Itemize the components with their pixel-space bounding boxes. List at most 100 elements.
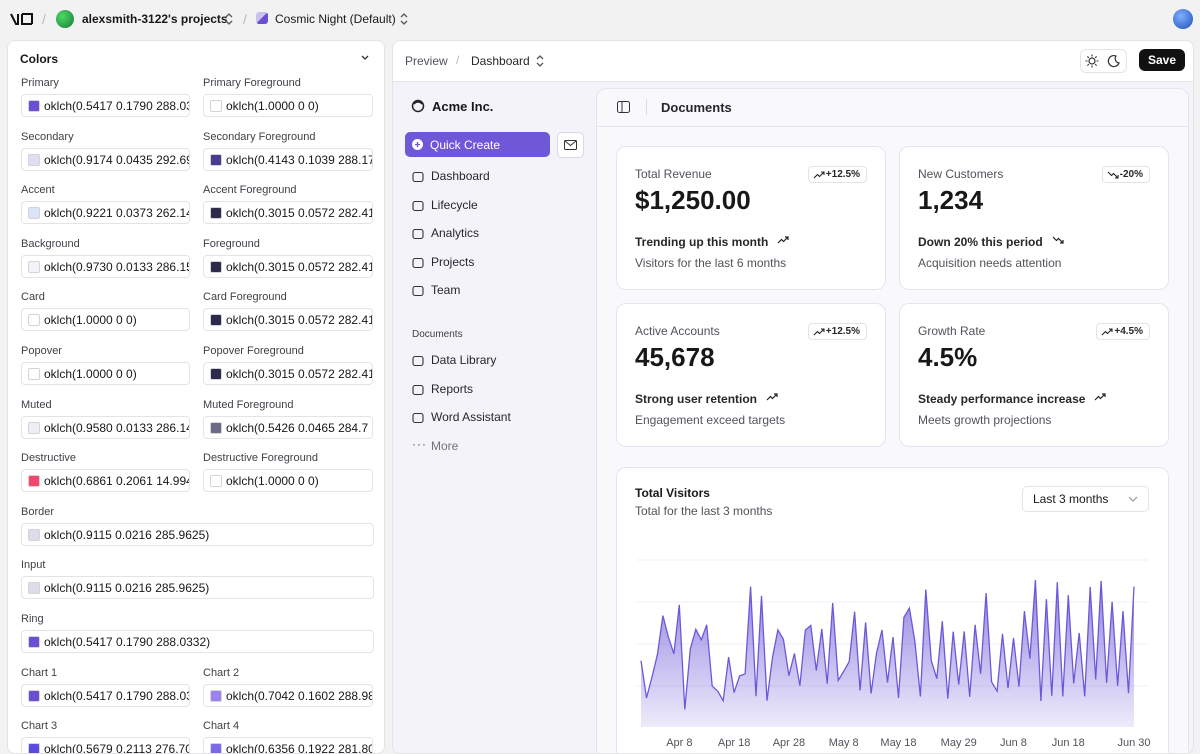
color-input[interactable]: oklch(1.0000 0 0) [203,469,373,493]
range-select[interactable]: Last 3 months [1022,486,1149,512]
quick-create[interactable]: Quick Create [405,132,550,157]
color-swatch [210,153,222,166]
nav-item[interactable]: Lifecycle [431,197,478,212]
nav-icon [412,228,424,240]
color-swatch [210,207,222,220]
color-swatch [28,100,40,112]
chart-subtitle: Total for the last 3 months [635,504,773,518]
stat-headline: Down 20% this period [918,235,1043,249]
x-tick-label: Apr 28 [773,737,805,749]
color-input[interactable]: oklch(0.9730 0.0133 286.15 [21,254,190,278]
trend-up-icon [1094,393,1106,401]
color-input[interactable]: oklch(0.5417 0.1790 288.0332) [21,94,190,117]
nav-item[interactable]: Analytics [431,226,480,240]
logo[interactable] [10,12,34,26]
color-input[interactable]: oklch(0.3015 0.0572 282.41 [203,362,373,385]
color-input[interactable]: oklch(1.0000 0 0) [21,362,190,385]
stat-label: New Customers [918,167,1004,181]
color-swatch [28,743,40,753]
color-swatch [28,528,40,541]
trend-down-icon [1052,236,1064,244]
nav-item[interactable]: Projects [431,254,475,269]
color-input[interactable]: oklch(0.5679 0.2113 276.70 [21,737,190,753]
color-swatch [210,368,222,380]
color-value: oklch(1.0000 0 0) [226,474,319,489]
field-label: Foreground [203,237,260,250]
stat-label: Growth Rate [918,324,986,338]
chart-title: Total Visitors [635,486,710,500]
x-tick-label: Jun 8 [1000,737,1027,749]
theme-name[interactable]: Cosmic Night (Default) [275,12,396,26]
field-label: Chart 1 [21,666,58,679]
color-input[interactable]: oklch(1.0000 0 0) [203,94,373,117]
color-input[interactable]: oklch(0.3015 0.0572 282.41 [203,254,373,278]
panel-title: Colors [20,52,59,66]
field-label: Secondary Foreground [203,130,316,143]
stat-card: Active Accounts +12.5% 45,678 Strong user r… [616,303,886,447]
color-input[interactable]: oklch(0.4143 0.1039 288.17 [203,147,373,171]
nav-item[interactable]: Team [431,283,461,297]
color-input[interactable]: oklch(0.5417 0.1790 288.03 [21,683,190,707]
color-swatch [28,260,40,273]
color-value: oklch(0.9115 0.0216 285.9625) [44,527,210,542]
color-value: oklch(0.7042 0.1602 288.98 [226,688,373,703]
color-input[interactable]: oklch(0.3015 0.0572 282.41 [203,201,373,225]
user-avatar[interactable] [1173,9,1193,29]
color-input[interactable]: oklch(0.9115 0.0216 285.9625) [21,576,374,600]
field-label: Popover [21,345,62,357]
color-swatch [210,421,222,434]
brand: Acme Inc. [432,99,494,114]
color-swatch [210,260,222,273]
color-value: oklch(0.4143 0.1039 288.17 [226,152,373,167]
x-tick-label: May 8 [829,737,859,749]
trend-badge: +12.5% [807,166,867,183]
color-input[interactable]: oklch(0.5417 0.1790 288.0332) [21,630,374,653]
project-name[interactable]: alexsmith-3122's projects [82,12,228,26]
dashboard-chevron[interactable] [535,54,545,68]
nav-item[interactable]: Data Library [431,353,497,367]
separator: / [456,53,460,67]
color-input[interactable]: oklch(0.7042 0.1602 288.98 [203,683,373,707]
breadcrumb-item[interactable]: Preview [405,54,448,68]
color-value: oklch(0.9174 0.0435 292.69 [44,152,190,167]
nav-item[interactable]: Word Assistant [431,410,511,424]
color-input[interactable]: oklch(0.6356 0.1922 281.80 [203,737,373,753]
trend-up-icon [1101,327,1113,335]
color-input[interactable]: oklch(0.9115 0.0216 285.9625) [21,522,374,546]
nav-item[interactable]: Reports [431,381,474,396]
x-tick-label: Apr 18 [718,737,750,749]
collapse-chevron[interactable] [360,54,370,62]
project-chevron[interactable] [224,12,234,26]
nav-icon [412,171,424,183]
x-tick-label: May 18 [880,737,916,749]
color-input[interactable]: oklch(1.0000 0 0) [21,308,190,332]
plus-icon [412,139,423,150]
stat-note: Acquisition needs attention [918,256,1062,270]
sidebar-toggle[interactable] [617,101,631,114]
breadcrumb-item[interactable]: Dashboard [471,54,530,68]
color-swatch [28,368,40,380]
stat-card: Total Revenue +12.5% $1,250.00 Trending up … [616,146,886,290]
color-value: oklch(0.5417 0.1790 288.0332) [44,99,189,113]
color-value: oklch(0.3015 0.0572 282.41 [226,206,373,221]
field-label: Popover Foreground [203,345,304,357]
divider [646,99,647,115]
nav-icon [412,285,424,297]
color-input[interactable]: oklch(0.6861 0.2061 14.994 [21,469,190,493]
theme-chevron[interactable] [399,12,409,26]
color-input[interactable]: oklch(0.9580 0.0133 286.14 [21,415,190,439]
light-mode[interactable] [1085,54,1099,68]
inbox-button[interactable] [557,132,584,158]
color-value: oklch(0.9580 0.0133 286.14 [44,420,190,435]
color-input[interactable]: oklch(0.5426 0.0465 284.7 [203,415,373,439]
color-input[interactable]: oklch(0.9174 0.0435 292.69 [21,147,190,171]
dark-mode[interactable] [1107,54,1121,68]
nav-item[interactable]: Dashboard [431,169,490,183]
color-input[interactable]: oklch(0.3015 0.0572 282.41 [203,308,373,332]
color-input[interactable]: oklch(0.9221 0.0373 262.14 [21,201,190,225]
nav-item[interactable]: More [431,439,459,453]
save-button[interactable]: Save [1139,49,1185,71]
color-value: oklch(0.9115 0.0216 285.9625) [44,581,210,596]
nav-section: Documents [412,329,463,340]
